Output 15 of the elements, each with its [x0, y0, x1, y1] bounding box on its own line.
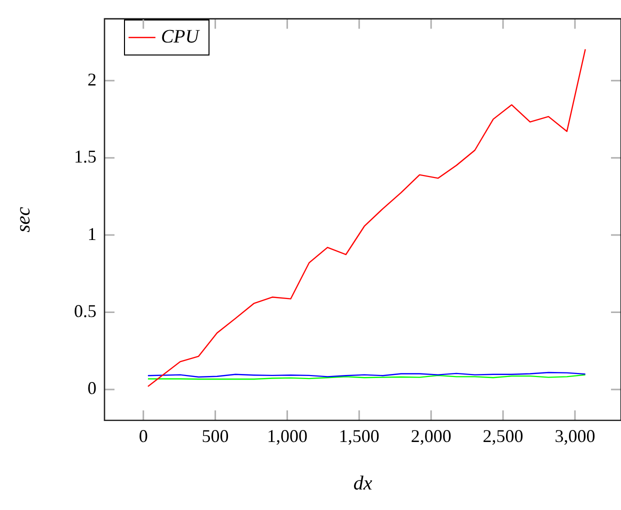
- x-tick-label: 3,000: [554, 426, 596, 446]
- x-tick-label: 500: [202, 426, 229, 446]
- y-tick-label: 0.5: [74, 301, 96, 322]
- x-tick-label: 2,500: [482, 426, 524, 446]
- legend-label: CPU: [161, 26, 200, 48]
- x-tick-label: 1,000: [266, 426, 308, 446]
- y-axis-title: sec: [12, 206, 34, 232]
- x-tick-label: 1,500: [338, 426, 380, 446]
- y-tick-label: 0: [88, 378, 96, 398]
- x-tick-label: 2,000: [410, 426, 452, 446]
- x-tick-label: 0: [138, 426, 148, 446]
- y-tick-label: 2: [88, 69, 96, 90]
- y-tick-label: 1: [88, 224, 96, 244]
- x-axis-title: dx: [353, 472, 372, 494]
- y-tick-label: 1.5: [74, 146, 96, 167]
